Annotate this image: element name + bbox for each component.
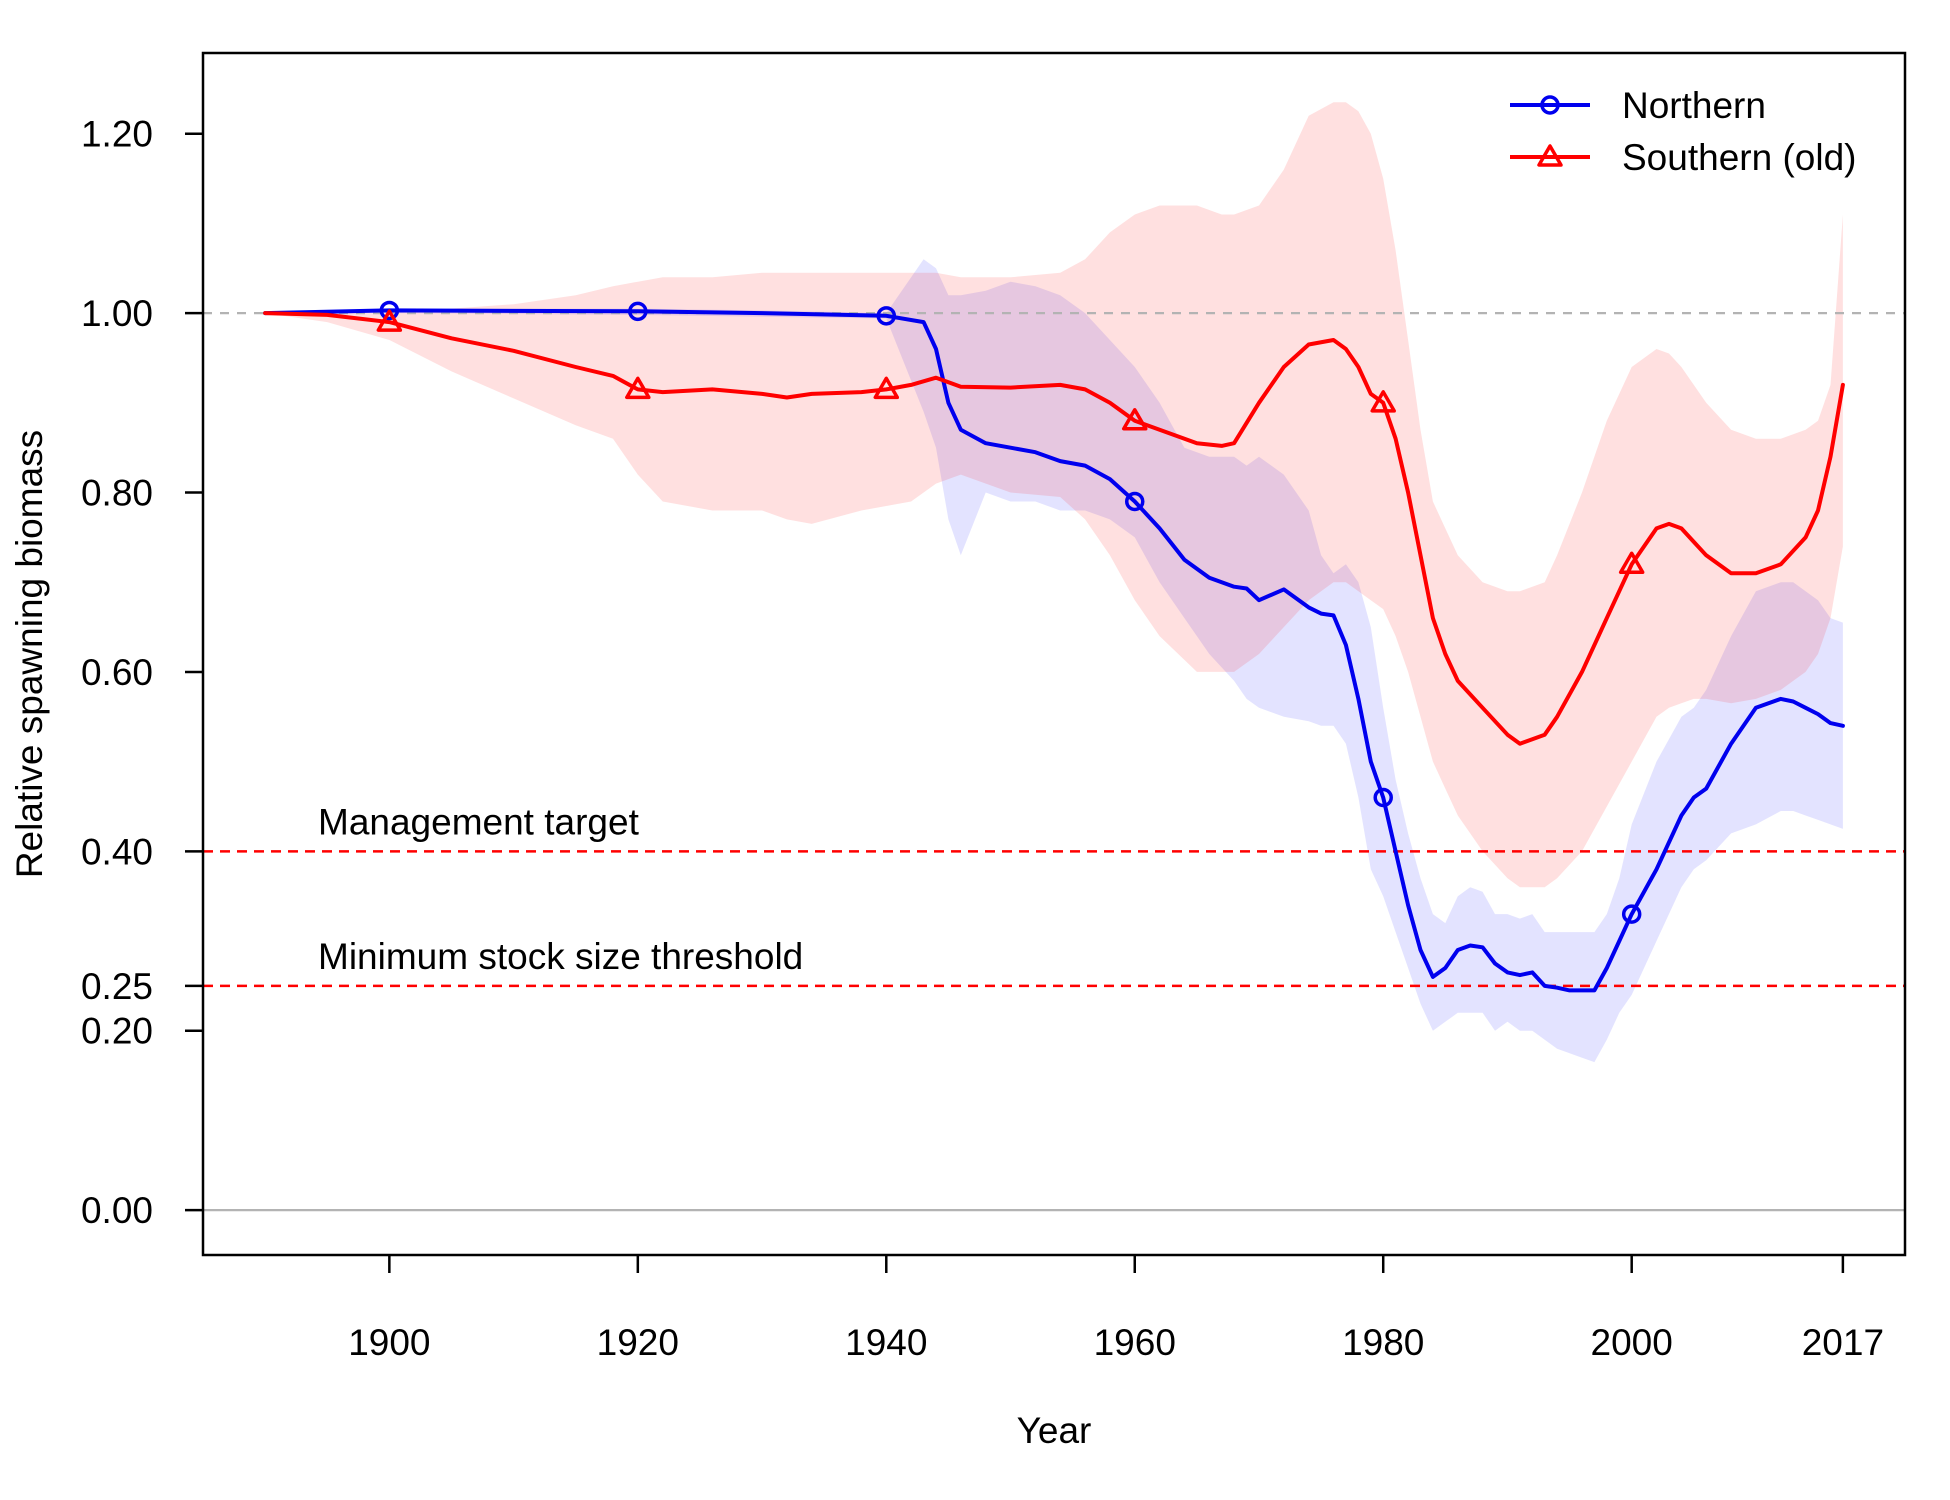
band-southern-old [265, 102, 1843, 888]
y-axis: 0.00 0.200.25 0.40 0.60 0.80 1.00 1.20 [81, 114, 203, 1231]
x-axis-title: Year [1017, 1410, 1092, 1451]
y-tick-label-2: 0.25 [81, 966, 153, 1007]
marker-southern-old-1 [625, 376, 651, 400]
marker-southern-old-4 [1370, 390, 1396, 413]
x-tick-label-0: 1900 [348, 1322, 430, 1363]
y-tick-label-4: 0.60 [81, 652, 153, 693]
y-tick-label-3: 0.40 [81, 831, 153, 872]
legend-label-northern: Northern [1622, 85, 1766, 126]
marker-northern-1 [628, 301, 648, 322]
marker-southern-old-5 [1618, 551, 1645, 575]
series-lines [263, 308, 1845, 993]
marker-northern-2 [876, 306, 897, 326]
legend-marker-southern-old [1537, 144, 1563, 167]
line-southern-old [263, 311, 1845, 746]
x-axis: 1900 1920 1940 1960 1980 2000 2017 [348, 1255, 1884, 1363]
reference-label-1: Management target [318, 801, 640, 842]
legend-marker-northern [1540, 95, 1560, 115]
marker-southern-old-3 [1122, 408, 1148, 431]
reference-label-2: Minimum stock size threshold [318, 936, 803, 977]
x-tick-label-3: 1960 [1094, 1322, 1176, 1363]
y-tick-label-7: 1.20 [81, 114, 153, 155]
reference-labels: Management target Minimum stock size thre… [318, 801, 803, 977]
reference-lines [203, 312, 1905, 1212]
x-tick-label-1: 1920 [597, 1322, 679, 1363]
marker-southern-old-2 [873, 376, 900, 400]
band-northern [265, 259, 1843, 1063]
legend: Northern Southern (old) [1510, 85, 1856, 178]
y-tick-label-6: 1.00 [81, 293, 153, 334]
confidence-bands [265, 102, 1843, 1063]
marker-northern-4 [1373, 787, 1393, 808]
x-tick-label-6: 2017 [1802, 1322, 1884, 1363]
x-tick-label-5: 2000 [1591, 1322, 1673, 1363]
series-markers [376, 300, 1645, 924]
line-northern [263, 308, 1845, 993]
marker-southern-old-0 [376, 309, 403, 332]
marker-northern-0 [379, 300, 400, 321]
legend-label-southern-old: Southern (old) [1622, 137, 1856, 178]
x-tick-label-4: 1980 [1342, 1322, 1424, 1363]
y-axis-title: Relative spawning biomass [9, 430, 50, 878]
marker-northern-5 [1621, 904, 1642, 924]
marker-northern-3 [1125, 491, 1145, 512]
plot-frame [201, 51, 1907, 1257]
y-tick-label-5: 0.80 [81, 473, 153, 514]
y-tick-label-0: 0.00 [81, 1190, 153, 1231]
y-tick-label-1: 0.20 [81, 1011, 153, 1052]
x-tick-label-2: 1940 [845, 1322, 927, 1363]
